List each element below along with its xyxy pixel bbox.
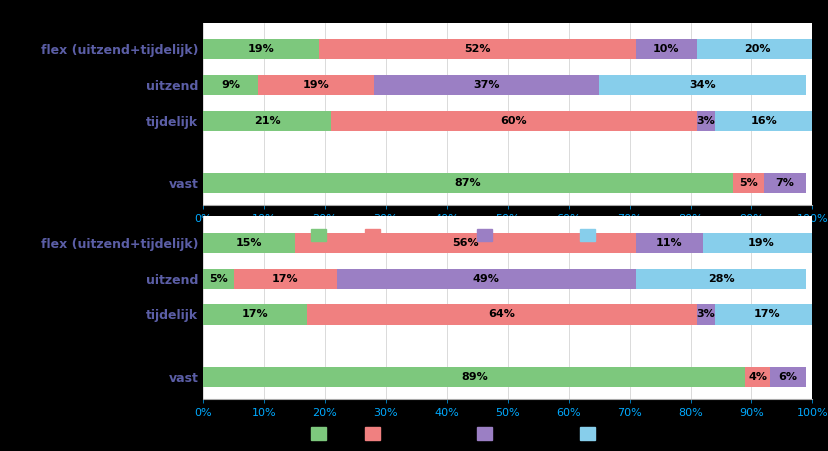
- Bar: [635, 39, 696, 59]
- Text: 15%: 15%: [235, 238, 262, 248]
- Text: 21%: 21%: [253, 115, 280, 125]
- Text: 19%: 19%: [248, 44, 274, 54]
- Bar: [203, 75, 258, 95]
- Text: 17%: 17%: [272, 274, 298, 284]
- Text: 60%: 60%: [500, 115, 527, 125]
- Bar: [696, 304, 714, 325]
- Text: 3%: 3%: [696, 309, 715, 319]
- Text: 7%: 7%: [775, 178, 793, 188]
- Text: 37%: 37%: [473, 80, 499, 90]
- Text: 19%: 19%: [302, 80, 329, 90]
- Text: 56%: 56%: [451, 238, 478, 248]
- Text: 20%: 20%: [744, 44, 770, 54]
- Bar: [702, 233, 817, 253]
- Bar: [696, 110, 714, 131]
- Text: 6%: 6%: [777, 372, 797, 382]
- Bar: [258, 75, 373, 95]
- Text: 64%: 64%: [488, 309, 514, 319]
- Bar: [635, 269, 806, 289]
- Text: 52%: 52%: [464, 44, 490, 54]
- Text: 10%: 10%: [652, 44, 679, 54]
- Bar: [763, 173, 806, 193]
- Text: 4%: 4%: [747, 372, 766, 382]
- Bar: [203, 39, 319, 59]
- Text: 11%: 11%: [655, 238, 681, 248]
- Bar: [373, 75, 599, 95]
- Text: 16%: 16%: [749, 115, 776, 125]
- Bar: [714, 304, 817, 325]
- Text: 87%: 87%: [455, 178, 481, 188]
- Bar: [744, 367, 769, 387]
- Text: 9%: 9%: [221, 80, 240, 90]
- Bar: [203, 367, 744, 387]
- Text: 89%: 89%: [460, 372, 487, 382]
- Bar: [233, 269, 337, 289]
- Bar: [599, 75, 806, 95]
- Text: 17%: 17%: [753, 309, 779, 319]
- Text: 19%: 19%: [746, 238, 773, 248]
- Bar: [203, 269, 233, 289]
- Bar: [306, 304, 696, 325]
- Text: 28%: 28%: [707, 274, 734, 284]
- Text: 5%: 5%: [739, 178, 757, 188]
- Text: 17%: 17%: [241, 309, 268, 319]
- Bar: [635, 233, 702, 253]
- Bar: [203, 110, 330, 131]
- Bar: [714, 110, 811, 131]
- Bar: [732, 173, 763, 193]
- Text: 5%: 5%: [209, 274, 228, 284]
- Text: 49%: 49%: [473, 274, 499, 284]
- Text: 3%: 3%: [696, 115, 715, 125]
- Bar: [319, 39, 635, 59]
- Text: 34%: 34%: [689, 80, 715, 90]
- Bar: [330, 110, 696, 131]
- Bar: [203, 233, 294, 253]
- Bar: [294, 233, 635, 253]
- Bar: [337, 269, 635, 289]
- Bar: [203, 304, 306, 325]
- Bar: [696, 39, 817, 59]
- Bar: [769, 367, 806, 387]
- Bar: [203, 173, 732, 193]
